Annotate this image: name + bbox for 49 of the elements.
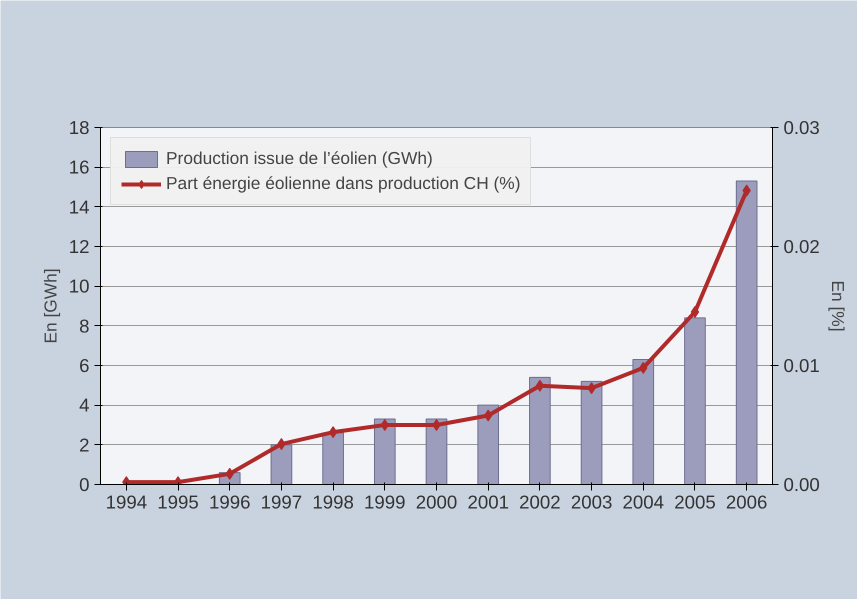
x-tick-label: 2005 (674, 492, 716, 512)
legend-label: Part énergie éolienne dans production CH (%) (166, 173, 520, 194)
y-tick-label: 8 (79, 315, 90, 336)
point (277, 438, 286, 450)
bar (580, 380, 602, 484)
bar (632, 359, 654, 484)
legend-label: Production issue de l’éolien (GWh) (166, 148, 433, 169)
y2-axis-title: En [%] (828, 280, 848, 332)
y2-tick-label: 0.03 (784, 117, 820, 138)
y-axis-title: En [GWh] (40, 268, 61, 344)
y2-tick-label: 0.01 (784, 355, 820, 376)
point (380, 419, 389, 431)
point (690, 306, 700, 318)
y2-tick-label: 0.00 (784, 474, 820, 495)
point (742, 184, 751, 197)
y-tick-label: 12 (68, 236, 90, 257)
x-tick-label: 2002 (519, 492, 561, 512)
x-tick-label: 1994 (106, 492, 148, 512)
x-tick-label: 1998 (312, 492, 354, 512)
x-tick-label: 1995 (157, 492, 199, 512)
y-tick-label: 0 (79, 474, 90, 495)
y-tick-label: 6 (79, 355, 90, 376)
point (328, 426, 338, 438)
x-tick-label: 2001 (467, 492, 509, 512)
point (587, 382, 596, 394)
x-tick-label: 1996 (208, 492, 250, 512)
bar (529, 376, 551, 484)
point (432, 419, 441, 431)
x-tick-label: 2000 (416, 492, 458, 512)
bar (374, 418, 396, 484)
y-tick-label: 14 (68, 196, 90, 218)
x-tick-label: 2006 (726, 492, 768, 512)
bar (426, 418, 448, 484)
y2-tick-label: 0.02 (784, 236, 820, 257)
bar (736, 180, 758, 484)
point (536, 380, 544, 392)
x-tick-label: 2003 (570, 492, 612, 512)
bar (684, 317, 706, 484)
bar (477, 404, 500, 484)
y-tick-label: 2 (79, 434, 90, 456)
y-tick-label: 18 (68, 117, 90, 138)
y-tick-label: 10 (68, 276, 90, 297)
x-tick-label: 1999 (364, 492, 406, 512)
y-tick-label: 4 (79, 394, 90, 416)
x-tick-label: 1997 (260, 492, 302, 512)
y-tick-label: 16 (68, 156, 90, 178)
bar (270, 444, 292, 484)
x-tick-label: 2004 (622, 492, 664, 512)
bar (322, 432, 344, 484)
